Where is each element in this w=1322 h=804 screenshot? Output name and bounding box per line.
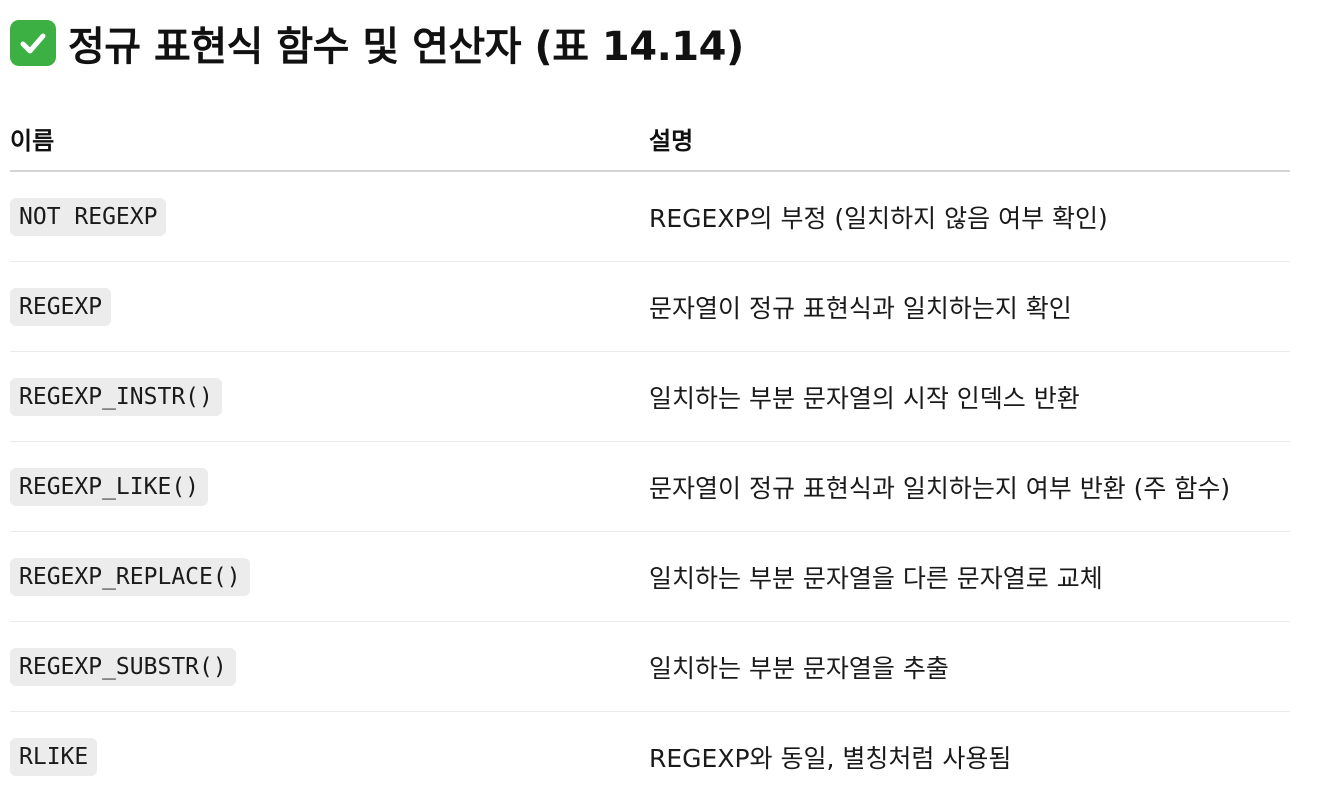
name-cell: REGEXP_SUBSTR() bbox=[10, 621, 649, 712]
description-cell: 일치하는 부분 문자열을 추출 bbox=[649, 621, 1290, 712]
table-row: RLIKE REGEXP와 동일, 별칭처럼 사용됨 bbox=[10, 712, 1290, 802]
function-code: RLIKE bbox=[10, 737, 98, 776]
function-code: REGEXP_INSTR() bbox=[10, 377, 222, 416]
name-cell: NOT REGEXP bbox=[10, 171, 649, 262]
description-cell: 일치하는 부분 문자열의 시작 인덱스 반환 bbox=[649, 351, 1290, 442]
name-cell: REGEXP_LIKE() bbox=[10, 441, 649, 532]
function-code: REGEXP_REPLACE() bbox=[10, 557, 250, 596]
table-row: REGEXP_SUBSTR() 일치하는 부분 문자열을 추출 bbox=[10, 621, 1290, 712]
name-cell: REGEXP bbox=[10, 261, 649, 352]
function-code: REGEXP_SUBSTR() bbox=[10, 647, 236, 686]
document: 정규 표현식 함수 및 연산자 (표 14.14) 이름 설명 NOT REGE… bbox=[10, 14, 1290, 776]
table-row: NOT REGEXP REGEXP의 부정 (일치하지 않음 여부 확인) bbox=[10, 171, 1290, 262]
check-mark-button-icon bbox=[10, 20, 56, 66]
page-title: 정규 표현식 함수 및 연산자 (표 14.14) bbox=[68, 24, 744, 70]
description-cell: REGEXP의 부정 (일치하지 않음 여부 확인) bbox=[649, 171, 1290, 262]
description-cell: REGEXP와 동일, 별칭처럼 사용됨 bbox=[649, 743, 1012, 773]
description-cell: 문자열이 정규 표현식과 일치하는지 확인 bbox=[649, 261, 1290, 352]
table-row: REGEXP 문자열이 정규 표현식과 일치하는지 확인 bbox=[10, 261, 1290, 352]
table-row: REGEXP_LIKE() 문자열이 정규 표현식과 일치하는지 여부 반환 (… bbox=[10, 441, 1290, 532]
page-heading: 정규 표현식 함수 및 연산자 (표 14.14) bbox=[10, 14, 1290, 72]
name-cell: REGEXP_REPLACE() bbox=[10, 531, 649, 622]
table-row: REGEXP_REPLACE() 일치하는 부분 문자열을 다른 문자열로 교체 bbox=[10, 531, 1290, 622]
name-cell: RLIKE bbox=[10, 712, 649, 802]
function-code: REGEXP_LIKE() bbox=[10, 467, 209, 506]
description-cell: 일치하는 부분 문자열을 다른 문자열로 교체 bbox=[649, 531, 1290, 622]
table-header-row: 이름 설명 bbox=[10, 106, 1290, 172]
functions-table: 이름 설명 NOT REGEXP REGEXP의 부정 (일치하지 않음 여부 … bbox=[10, 106, 1290, 801]
column-header-description: 설명 bbox=[649, 106, 1290, 172]
name-cell: REGEXP_INSTR() bbox=[10, 351, 649, 442]
description-cell: 문자열이 정규 표현식과 일치하는지 여부 반환 (주 함수) bbox=[649, 441, 1290, 532]
column-header-name: 이름 bbox=[10, 106, 649, 172]
table-row: REGEXP_INSTR() 일치하는 부분 문자열의 시작 인덱스 반환 bbox=[10, 351, 1290, 442]
function-code: REGEXP bbox=[10, 287, 112, 326]
function-code: NOT REGEXP bbox=[10, 197, 167, 236]
